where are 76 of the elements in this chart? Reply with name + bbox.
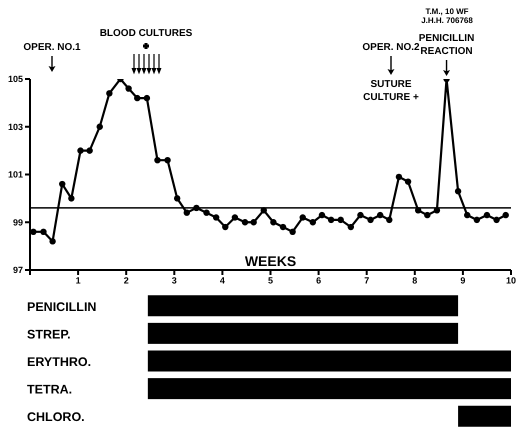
text: BLOOD CULTURES: [100, 28, 193, 39]
point: [260, 207, 267, 214]
point: [184, 210, 190, 216]
y-tick-label: STREP.: [27, 327, 71, 342]
point: [203, 210, 210, 216]
point: [30, 228, 37, 235]
point: [134, 94, 140, 102]
point: [300, 214, 306, 221]
point: [434, 207, 440, 214]
point: [49, 238, 56, 245]
point: [338, 216, 344, 224]
y-tick-label: 103: [8, 122, 23, 132]
point: [193, 204, 200, 212]
point: [376, 212, 384, 218]
point: [396, 174, 402, 180]
point: [474, 216, 480, 224]
text: J.H.H. 706768: [421, 16, 474, 25]
point: [454, 188, 462, 194]
y-tick-label: 101: [8, 170, 23, 180]
point: [86, 147, 93, 154]
point: [96, 124, 103, 130]
point: [280, 224, 286, 230]
x-tick-label: 4: [220, 275, 225, 286]
point: [289, 228, 296, 235]
point: [154, 156, 161, 164]
annotation: PENICILLIN REACTION: [418, 33, 474, 57]
x-tick-label: 7: [364, 275, 370, 286]
point: [328, 216, 334, 224]
y-tick-label: 105: [8, 74, 23, 84]
point: [270, 219, 277, 226]
point: [250, 219, 257, 226]
point: [367, 216, 374, 224]
x-tick-label: 9: [460, 275, 466, 286]
text: OPER. NO.2: [362, 42, 420, 53]
x-tick-label: 1: [76, 275, 81, 286]
point: [318, 212, 326, 218]
point: [164, 156, 171, 164]
point: [386, 216, 393, 224]
point: [77, 147, 84, 154]
text: OPER. NO.1: [23, 42, 82, 53]
point: [464, 212, 470, 218]
point: [348, 224, 354, 230]
y-tick-label: PENICILLIN: [27, 300, 96, 314]
point: [125, 85, 132, 92]
y-tick-label: CHLORO.: [27, 410, 85, 424]
y-tick-label: 99: [12, 217, 23, 228]
point: [502, 212, 509, 218]
point: [40, 228, 47, 235]
point: [232, 214, 238, 221]
x-tick-label: 5: [268, 275, 274, 286]
point: [174, 195, 180, 202]
x-tick-label: 3: [172, 275, 177, 286]
x-tick-label: 6: [316, 275, 322, 286]
point: [59, 180, 66, 188]
point: [424, 212, 431, 218]
y-tick-label: ERYTHRO.: [27, 355, 92, 369]
x-axis-title: WEEKS: [244, 253, 296, 269]
point: [484, 212, 490, 218]
x-tick-label: 2: [124, 275, 129, 286]
point: [404, 178, 412, 185]
point: [493, 216, 500, 224]
point: [414, 207, 422, 214]
point: [68, 195, 75, 202]
point: [357, 212, 364, 218]
y-tick-label: 97: [12, 265, 23, 276]
point: [222, 224, 228, 230]
point: [212, 214, 220, 221]
x-tick-label: 8: [412, 275, 418, 286]
text: T.M., 10 WF: [425, 7, 469, 16]
point: [310, 219, 316, 226]
point: [144, 94, 150, 102]
point: [242, 219, 248, 226]
annotation: SUTURE CULTURE +: [363, 79, 419, 103]
y-tick-label: TETRA.: [27, 382, 72, 397]
point: [106, 90, 113, 97]
x-tick-label: 10: [506, 275, 516, 286]
